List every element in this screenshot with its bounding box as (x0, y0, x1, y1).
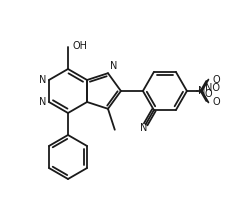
Text: N: N (39, 75, 46, 85)
Text: N: N (140, 123, 147, 133)
Text: N: N (39, 97, 46, 107)
Text: O: O (212, 98, 220, 108)
Text: O: O (205, 89, 212, 99)
Text: O: O (212, 75, 220, 85)
Text: OH: OH (72, 41, 87, 51)
Text: NO: NO (205, 83, 220, 93)
Text: N: N (198, 86, 206, 96)
Text: N: N (110, 61, 117, 71)
